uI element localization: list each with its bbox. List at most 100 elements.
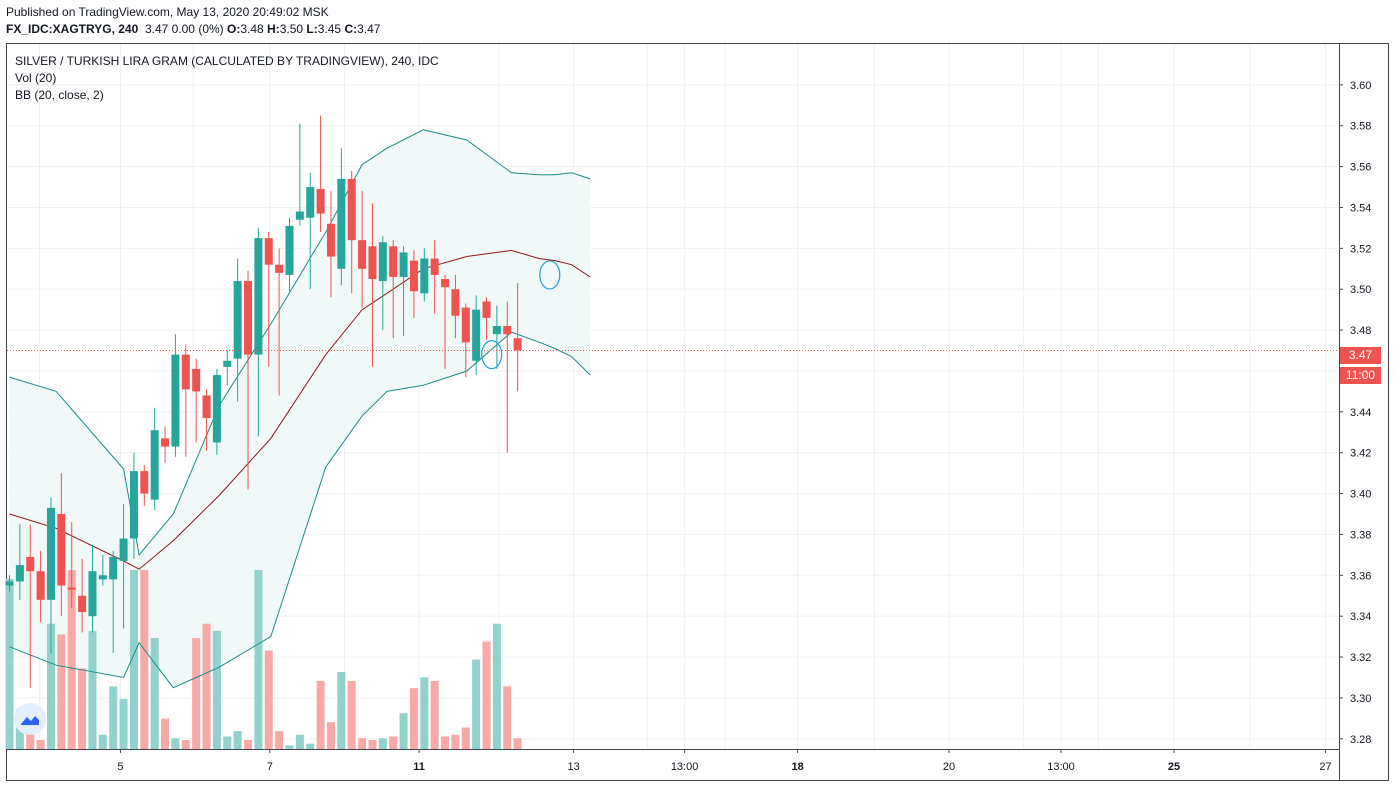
candle-body: [368, 246, 377, 279]
candle: [244, 270, 253, 490]
volume-bar: [389, 736, 398, 749]
volume-bar: [378, 738, 387, 749]
volume-bar: [368, 740, 377, 749]
time-tick-label: 13:00: [671, 761, 699, 773]
bollinger-legend[interactable]: BB (20, close, 2): [15, 88, 104, 102]
volume-bar: [337, 672, 346, 749]
price-tick-label: 3.32: [1350, 652, 1371, 664]
volume-bar: [78, 668, 87, 749]
open-value: 3.48: [240, 22, 264, 36]
candle-body: [192, 368, 201, 392]
high-label: H:: [267, 22, 280, 36]
candle: [441, 274, 450, 369]
volume-bar: [358, 738, 367, 749]
candle-body: [389, 246, 398, 277]
candle-body: [378, 242, 387, 282]
candle: [503, 301, 512, 453]
candle-body: [26, 556, 35, 572]
volume-bar: [451, 734, 460, 749]
close-value: 3.47: [357, 22, 381, 36]
candle-body: [109, 556, 118, 580]
countdown-badge: 11:00: [1340, 367, 1381, 384]
candle-body: [46, 507, 55, 600]
volume-bar: [316, 680, 325, 749]
symbol-info: FX_IDC:XAGTRYG, 240 3.47 0.00 (0%) O:3.4…: [6, 22, 380, 36]
candle: [46, 497, 55, 653]
volume-bar: [5, 578, 14, 749]
price-tick-label: 3.38: [1350, 529, 1371, 541]
candle-body: [171, 354, 180, 447]
volume-bar: [472, 659, 481, 749]
volume-bar: [26, 727, 35, 749]
candle: [140, 464, 149, 506]
candle-body: [285, 225, 294, 275]
candle: [399, 246, 408, 337]
volume-bar: [482, 641, 491, 749]
candle-body: [316, 189, 325, 214]
annotation-ellipse: [481, 340, 503, 370]
candle: [461, 303, 470, 378]
candle-body: [503, 326, 512, 335]
time-tick-label: 13: [568, 761, 580, 773]
volume-bar: [212, 630, 221, 749]
candle-body: [36, 571, 45, 600]
volume-bar: [295, 734, 304, 749]
price-tick-label: 3.42: [1350, 448, 1371, 460]
candle-body: [326, 223, 335, 257]
high-value: 3.50: [279, 22, 304, 36]
tradingview-logo-icon[interactable]: [14, 703, 46, 735]
candle-body: [181, 354, 190, 390]
candle-body: [244, 281, 253, 355]
candle-body: [492, 326, 501, 335]
volume-bar: [430, 680, 439, 749]
candle: [264, 232, 273, 367]
candle-body: [119, 538, 128, 561]
candle: [181, 344, 190, 457]
candle: [285, 217, 294, 292]
candle: [337, 148, 346, 286]
time-tick-label: 5: [117, 761, 123, 773]
price-tick-label: 3.36: [1350, 570, 1371, 582]
bollinger-band-area: [9, 129, 591, 688]
candle: [430, 240, 439, 314]
volume-bar: [409, 688, 418, 749]
volume-bar: [326, 722, 335, 749]
candle-body: [129, 471, 138, 539]
close-label: C:: [344, 22, 358, 36]
volume-bar: [202, 623, 211, 749]
candle-body: [264, 238, 273, 265]
candle: [295, 123, 304, 226]
price-tick-label: 3.60: [1350, 80, 1371, 92]
candle-body: [306, 187, 315, 218]
candle: [306, 172, 315, 290]
price-tick-label: 3.34: [1350, 611, 1371, 623]
candle: [88, 544, 97, 633]
symbol-name: FX_IDC:XAGTRYG, 240: [6, 22, 139, 36]
candle: [223, 350, 232, 386]
volume-bar: [109, 686, 118, 749]
candle: [15, 524, 24, 600]
price-tick-label: 3.50: [1350, 284, 1371, 296]
candle: [36, 550, 45, 623]
candle-body: [399, 252, 408, 277]
candle-body: [233, 281, 242, 359]
volume-bar: [254, 570, 263, 749]
candle-body: [88, 571, 97, 617]
candle-body: [98, 575, 107, 580]
candle-body: [513, 338, 522, 351]
annotations: [481, 260, 561, 370]
volume-bar: [192, 638, 201, 749]
candle: [57, 473, 66, 617]
volume-bar: [171, 738, 180, 749]
volume-legend[interactable]: Vol (20): [15, 71, 57, 85]
chart-frame: [6, 43, 1389, 781]
price-axis-labels[interactable]: 3.283.303.323.343.363.383.403.423.443.46…: [1339, 80, 1371, 746]
candle: [26, 524, 35, 688]
candle: [109, 550, 118, 653]
candle-body: [78, 595, 87, 613]
low-label: L:: [306, 22, 318, 36]
candle-body: [409, 260, 418, 292]
candle-body: [67, 587, 76, 590]
